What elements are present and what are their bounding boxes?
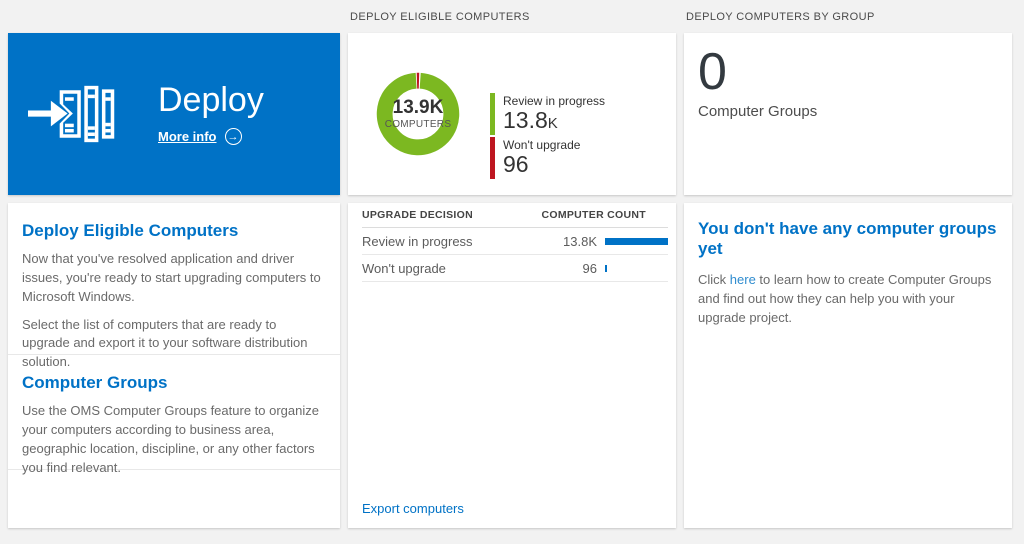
arrow-right-circle-icon: → [224, 128, 242, 146]
computer-groups-empty-card: You don't have any computer groups yet C… [684, 203, 1012, 528]
computer-groups-count-label: Computer Groups [698, 102, 818, 120]
deploy-tile[interactable]: Deploy More info → [8, 33, 340, 195]
cell-upgrade-decision: Review in progress [362, 233, 473, 249]
table-header-row: UPGRADE DECISION COMPUTER COUNT [362, 203, 668, 228]
column-header-computer-count: COMPUTER COUNT [541, 209, 646, 221]
legend-value: 13.8K [503, 107, 558, 134]
legend-item-review-in-progress: Review in progress 13.8K [490, 93, 605, 135]
no-computer-groups-text: Click here to learn how to create Comput… [698, 272, 992, 325]
cell-computer-count: 13.8K [563, 233, 597, 249]
computer-groups-count: 0 [698, 43, 727, 101]
more-info-label: More info [158, 129, 217, 145]
donut-legend: Review in progress 13.8K Won't upgrade 9… [490, 93, 605, 181]
cell-computer-count: 96 [582, 260, 597, 276]
legend-value: 96 [503, 151, 529, 178]
deploy-info-card: Deploy Eligible Computers Now that you'v… [8, 203, 340, 528]
legend-label: Won't upgrade [503, 138, 581, 152]
count-bar [605, 264, 607, 272]
column-header-deploy-eligible-computers: DEPLOY ELIGIBLE COMPUTERS [350, 11, 530, 23]
column-header-upgrade-decision: UPGRADE DECISION [362, 209, 473, 221]
upgrade-decision-table-card: UPGRADE DECISION COMPUTER COUNT Review i… [348, 203, 676, 528]
computer-groups-heading: Computer Groups [22, 373, 168, 392]
here-link[interactable]: here [729, 272, 756, 287]
computer-groups-count-card: 0 Computer Groups [684, 33, 1012, 195]
table-row-wont-upgrade[interactable]: Won't upgrade 96 [362, 255, 668, 282]
computer-groups-paragraph: Use the OMS Computer Groups feature to o… [22, 403, 319, 475]
no-computer-groups-heading: You don't have any computer groups yet [698, 219, 997, 258]
eligible-computers-donut-card: 13.9K COMPUTERS Review in progress 13.8K… [348, 33, 676, 195]
deploy-arrow-into-stack-icon [28, 85, 115, 143]
table-row-review-in-progress[interactable]: Review in progress 13.8K [362, 228, 668, 255]
legend-item-wont-upgrade: Won't upgrade 96 [490, 137, 605, 179]
column-header-deploy-computers-by-group: DEPLOY COMPUTERS BY GROUP [686, 11, 875, 23]
legend-color-red [490, 137, 495, 179]
cell-upgrade-decision: Won't upgrade [362, 260, 446, 276]
count-bar [605, 237, 668, 245]
deploy-tile-title: Deploy [158, 80, 264, 119]
donut-chart[interactable]: 13.9K COMPUTERS [368, 64, 468, 164]
deploy-tile-text: Deploy More info → [158, 80, 264, 146]
deploy-eligible-computers-section: Deploy Eligible Computers Now that you'v… [8, 203, 340, 369]
legend-label: Review in progress [503, 94, 606, 108]
export-computers-link[interactable]: Export computers [362, 501, 464, 516]
deploy-eligible-paragraph-2: Select the list of computers that are re… [22, 316, 308, 370]
computer-groups-section: Computer Groups Use the OMS Computer Gro… [8, 355, 340, 475]
more-info-link[interactable]: More info → [158, 128, 242, 146]
deploy-eligible-paragraph-1: Now that you've resolved application and… [22, 251, 321, 304]
donut-chart-svg [376, 72, 460, 156]
legend-color-green [490, 93, 495, 135]
deploy-eligible-computers-heading: Deploy Eligible Computers [22, 221, 239, 240]
